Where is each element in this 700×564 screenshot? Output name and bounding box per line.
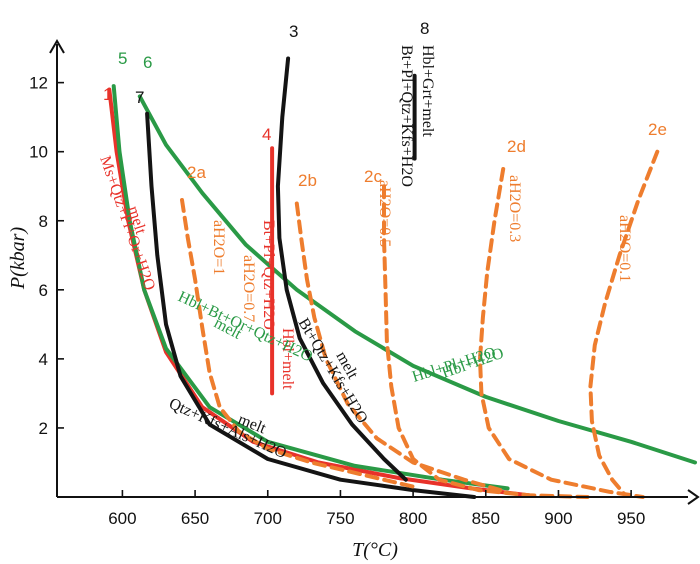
curve-number-label: 2e (648, 120, 667, 139)
curve-2e (588, 149, 660, 498)
reaction-label: Qtz+Kfs+Als+H2O (166, 395, 289, 462)
x-axis-arrow-icon (687, 489, 700, 505)
reaction-label: Hbl+Grt+melt (419, 45, 436, 137)
curve-layer (107, 56, 697, 499)
y-axis-title: P(kbar) (7, 227, 29, 291)
x-tick-label: 850 (472, 509, 500, 528)
curve-2d (478, 167, 645, 499)
y-tick-label: 10 (29, 143, 48, 162)
curve-7 (145, 111, 477, 499)
curve-6 (137, 94, 697, 465)
curve-number-label: 1 (103, 85, 112, 104)
reaction-label: aH2O=0.7 (240, 255, 257, 322)
x-tick-label: 600 (108, 509, 136, 528)
reaction-label: aH2O=1 (210, 220, 227, 275)
curve-number-label: 5 (118, 49, 127, 68)
curve-number-label: 4 (262, 125, 271, 144)
x-tick-label: 900 (544, 509, 572, 528)
curve-5 (111, 84, 510, 491)
reaction-label: aH2O=0.5 (376, 180, 393, 247)
axis-titles: T(°C) P(kbar) (7, 227, 398, 561)
curve-2b (294, 201, 503, 493)
curve-number-label: 3 (289, 22, 298, 41)
curve-number-label: 2b (298, 171, 317, 190)
y-axis-arrow-icon (49, 39, 65, 54)
curve-number-label: 2a (187, 163, 206, 182)
x-tick-label: 800 (399, 509, 427, 528)
x-tick-label: 650 (181, 509, 209, 528)
reaction-label: aH2O=0.1 (616, 215, 633, 282)
x-tick-label: 950 (617, 509, 645, 528)
y-tick-label: 2 (39, 419, 48, 438)
x-tick-label: 700 (254, 509, 282, 528)
curve-number-label: 7 (135, 88, 144, 107)
curve-3 (275, 56, 408, 482)
curve-2c (382, 184, 590, 499)
reaction-label: Hbl+melt (279, 328, 296, 390)
y-tick-label: 6 (39, 281, 48, 300)
x-tick-label: 750 (326, 509, 354, 528)
reaction-label: Bt+Pl+Qtz+H2O (260, 220, 277, 330)
curve-number-label: 2d (507, 137, 526, 156)
curve-number-label: 8 (420, 19, 429, 38)
y-tick-label: 12 (29, 74, 48, 93)
reaction-label: aH2O=0.3 (506, 175, 523, 242)
reaction-label: Bt+Pl+Qtz+Kfs+H2O (398, 45, 415, 187)
x-axis-title: T(°C) (352, 539, 398, 561)
y-tick-label: 8 (39, 212, 48, 231)
curve-number-label: 6 (143, 53, 152, 72)
curve-2a (180, 198, 416, 489)
axes-layer: 600 650 700 750 800 850 900 950 2 4 6 8 10 12 (29, 39, 700, 528)
curve-number-label: 2c (364, 167, 382, 186)
y-tick-label: 4 (39, 350, 48, 369)
